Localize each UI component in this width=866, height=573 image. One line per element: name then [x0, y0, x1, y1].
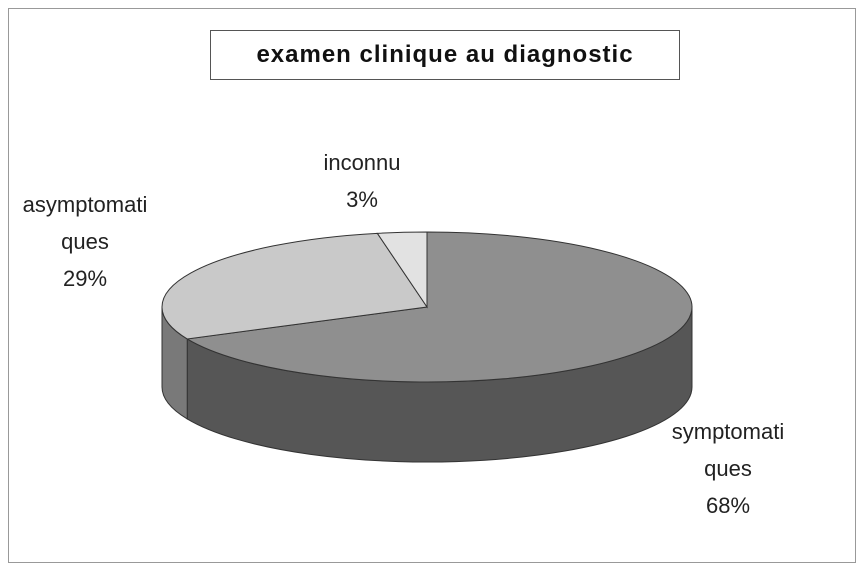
value-label: 68% [705, 493, 751, 518]
data-label: inconnu 3% [300, 144, 424, 218]
data-label: symptomatiques 68% [668, 413, 788, 524]
chart-title: examen clinique au diagnostic [210, 30, 680, 80]
slice [185, 231, 693, 383]
chart-frame [8, 8, 856, 563]
slice [376, 231, 428, 309]
data-label: asymptomatiques 29% [18, 186, 152, 297]
slice [161, 232, 428, 340]
category-label: asymptomatiques [22, 192, 148, 254]
category-label: inconnu [323, 150, 401, 175]
value-label: 29% [62, 266, 108, 291]
value-label: 3% [346, 187, 378, 212]
category-label: symptomatiques [671, 419, 785, 481]
